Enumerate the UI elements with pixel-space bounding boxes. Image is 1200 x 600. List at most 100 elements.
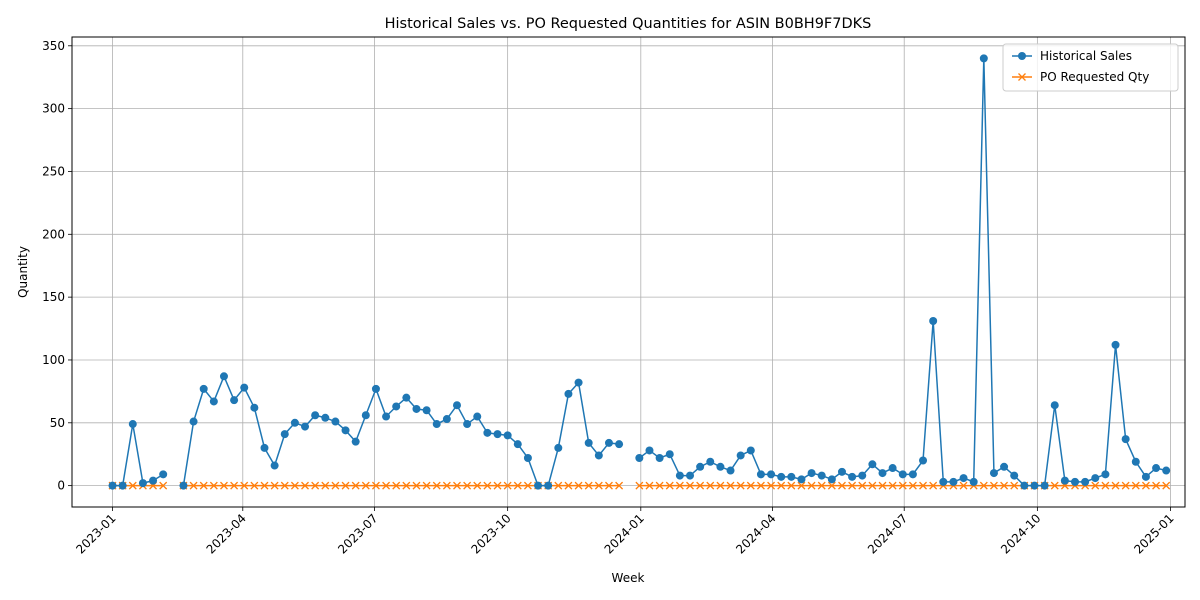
sales-data-point xyxy=(604,438,613,447)
po-data-point xyxy=(513,481,522,490)
sales-data-point xyxy=(848,472,857,481)
po-data-point xyxy=(878,481,887,490)
sales-data-point xyxy=(1081,477,1090,486)
po-data-point xyxy=(209,481,218,490)
sales-data-point xyxy=(422,406,431,415)
po-data-point xyxy=(301,481,309,490)
sales-data-point xyxy=(746,446,755,455)
sales-data-point xyxy=(594,451,603,460)
sales-data-point xyxy=(442,415,451,424)
po-data-point xyxy=(128,481,137,490)
sales-data-point xyxy=(858,471,867,480)
sales-data-point xyxy=(149,476,158,485)
sales-data-point xyxy=(534,481,543,490)
po-data-point xyxy=(250,481,259,490)
po-data-point xyxy=(898,481,907,490)
sales-data-point xyxy=(412,404,421,413)
y-tick-label: 350 xyxy=(42,39,65,53)
po-data-point xyxy=(888,481,897,490)
po-data-point xyxy=(665,481,674,490)
sales-data-point xyxy=(837,467,846,476)
po-data-point xyxy=(483,481,492,490)
sales-data-point xyxy=(463,420,472,429)
sales-data-point xyxy=(382,412,391,421)
sales-data-point xyxy=(301,422,310,431)
sales-data-point xyxy=(645,446,654,455)
plot-area-frame xyxy=(71,36,1186,508)
sales-data-point xyxy=(523,453,532,462)
sales-data-point xyxy=(1152,464,1161,473)
po-data-point xyxy=(594,481,603,490)
sales-data-point xyxy=(290,418,299,427)
x-tick-label: 2024-04 xyxy=(733,511,778,556)
po-data-point xyxy=(858,481,867,490)
po-data-point xyxy=(686,481,694,490)
po-data-point xyxy=(989,481,998,490)
po-data-point xyxy=(159,481,168,490)
po-data-point xyxy=(240,481,249,490)
series-layer xyxy=(108,54,1171,490)
po-data-point xyxy=(807,481,816,490)
sales-data-point xyxy=(493,430,502,439)
po-data-point xyxy=(412,481,421,490)
po-data-point xyxy=(756,481,765,490)
y-tick-label: 200 xyxy=(42,227,65,241)
po-data-point xyxy=(351,481,360,490)
sales-data-point xyxy=(118,481,127,490)
x-tick-label: 2025-01 xyxy=(1131,511,1176,556)
y-tick-label: 150 xyxy=(42,290,65,304)
po-data-point xyxy=(473,481,482,490)
x-tick-label: 2024-01 xyxy=(602,511,647,556)
po-data-point xyxy=(493,481,502,490)
y-axis-label: Quantity xyxy=(16,246,30,298)
legend: Historical Sales PO Requested Qty xyxy=(1002,43,1179,92)
sales-data-point xyxy=(1050,401,1059,410)
po-data-point xyxy=(402,481,411,490)
sales-data-point xyxy=(250,403,259,412)
sales-data-point xyxy=(138,479,147,488)
sales-data-point xyxy=(878,469,887,478)
sales-data-point xyxy=(1091,474,1100,483)
po-data-point xyxy=(523,481,532,490)
sales-data-point xyxy=(392,402,401,411)
po-data-point xyxy=(645,481,654,490)
x-tick-label: 2023-10 xyxy=(468,511,513,556)
sales-data-point xyxy=(939,477,948,486)
sales-data-point xyxy=(1111,340,1120,349)
sales-data-point xyxy=(1071,477,1080,486)
po-data-point xyxy=(230,481,239,490)
sales-data-point xyxy=(452,401,461,410)
sales-data-point xyxy=(1101,470,1110,479)
po-data-point xyxy=(1152,481,1161,490)
sales-data-point xyxy=(696,462,705,471)
sales-data-point xyxy=(797,475,806,484)
sales-data-point xyxy=(807,469,816,478)
sales-data-point xyxy=(554,443,563,452)
chart-title: Historical Sales vs. PO Requested Quanti… xyxy=(385,16,872,32)
sales-data-point xyxy=(929,317,938,326)
po-data-point xyxy=(1091,481,1100,490)
sales-data-point xyxy=(686,471,695,480)
axis-ticks: 2023-01 2023-04 2023-07 2023-10 2024-01 2024-… xyxy=(42,39,1177,557)
po-data-point xyxy=(189,481,198,490)
po-data-point xyxy=(453,481,461,490)
legend-marker-sales xyxy=(1018,52,1026,60)
po-data-point xyxy=(311,481,320,490)
sales-data-point xyxy=(574,378,583,387)
sales-data-point xyxy=(128,420,137,429)
po-data-point xyxy=(1111,481,1120,490)
sales-data-point xyxy=(908,470,917,479)
po-data-point xyxy=(777,481,786,490)
po-data-point xyxy=(615,481,624,490)
x-axis-label: Week xyxy=(612,571,645,585)
sales-data-point xyxy=(706,457,715,466)
sales-data-point xyxy=(199,384,208,393)
sales-data-point xyxy=(959,474,968,483)
po-data-point xyxy=(696,481,705,490)
po-data-point xyxy=(361,481,370,490)
sales-data-point xyxy=(159,470,168,479)
sales-data-point xyxy=(969,477,978,486)
sales-data-point xyxy=(655,453,664,462)
sales-data-point xyxy=(1010,471,1019,480)
